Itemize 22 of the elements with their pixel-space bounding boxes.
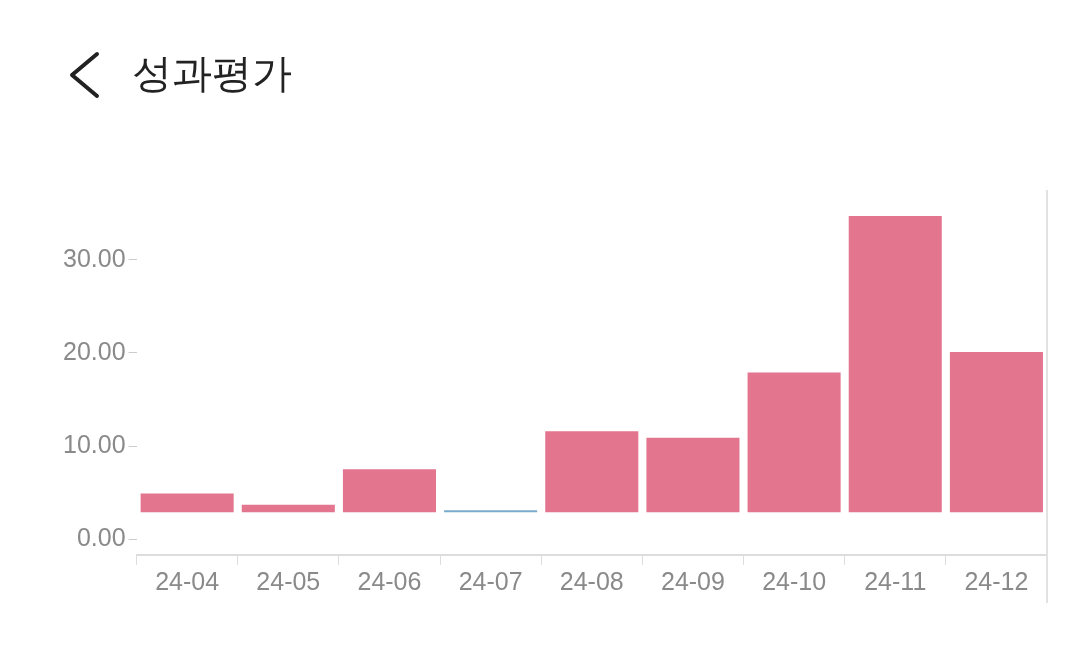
y-tick-label: 20.00 (63, 336, 126, 365)
bar (241, 504, 335, 513)
y-tick-label: 30.00 (63, 243, 126, 272)
chart-title: 성과평가 (132, 49, 292, 98)
x-tick-label: 24-10 (762, 566, 827, 595)
bar (848, 216, 942, 513)
x-tick-label: 24-04 (155, 566, 220, 595)
bar (342, 469, 436, 513)
bar (545, 431, 639, 513)
bar (747, 372, 841, 513)
x-tick-label: 24-08 (559, 566, 624, 595)
x-tick-label: 24-12 (964, 566, 1029, 595)
y-tick-label: 10.00 (63, 429, 126, 458)
x-tick-label: 24-11 (864, 566, 927, 595)
bar (949, 352, 1043, 513)
x-tick-label: 24-09 (660, 566, 725, 595)
x-tick-label: 24-06 (357, 566, 422, 595)
x-tick-label: 24-07 (458, 566, 523, 595)
y-tick-label: 0.00 (76, 523, 126, 552)
bar (646, 437, 740, 513)
bar (140, 493, 234, 513)
x-tick-label: 24-05 (256, 566, 321, 595)
